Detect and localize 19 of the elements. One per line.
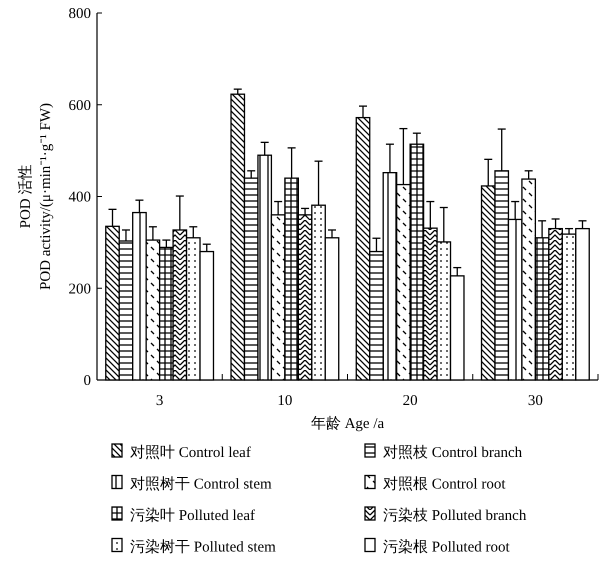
- y-tick-label: 800: [68, 6, 91, 22]
- legend-label: 污染树干 Polluted stem: [130, 538, 276, 556]
- y-tick-label: 200: [68, 281, 91, 298]
- y-tick-label: 0: [84, 373, 91, 389]
- y-tick-label: 400: [68, 190, 91, 206]
- x-tick-label: 3: [156, 393, 164, 409]
- y-axis-title: POD 活性 POD activity/(μ·min⁻¹·g⁻¹ FW): [17, 102, 54, 290]
- legend-label: 对照枝 Control branch: [383, 444, 523, 461]
- y-tick-label: 600: [68, 98, 91, 114]
- legend-label: 污染根 Polluted root: [383, 538, 510, 556]
- x-tick-label: 30: [528, 393, 543, 409]
- x-axis-title: 年龄 Age /a: [310, 415, 384, 432]
- legend-label: 污染叶 Polluted leaf: [130, 507, 255, 524]
- x-tick-label: 10: [277, 393, 292, 409]
- legend-label: 污染枝 Polluted branch: [383, 507, 527, 524]
- legend-label: 对照根 Control root: [383, 476, 506, 492]
- legend-label: 对照叶 Control leaf: [130, 444, 251, 461]
- legend-label: 对照树干 Control stem: [130, 476, 272, 492]
- x-tick-label: 20: [402, 393, 418, 409]
